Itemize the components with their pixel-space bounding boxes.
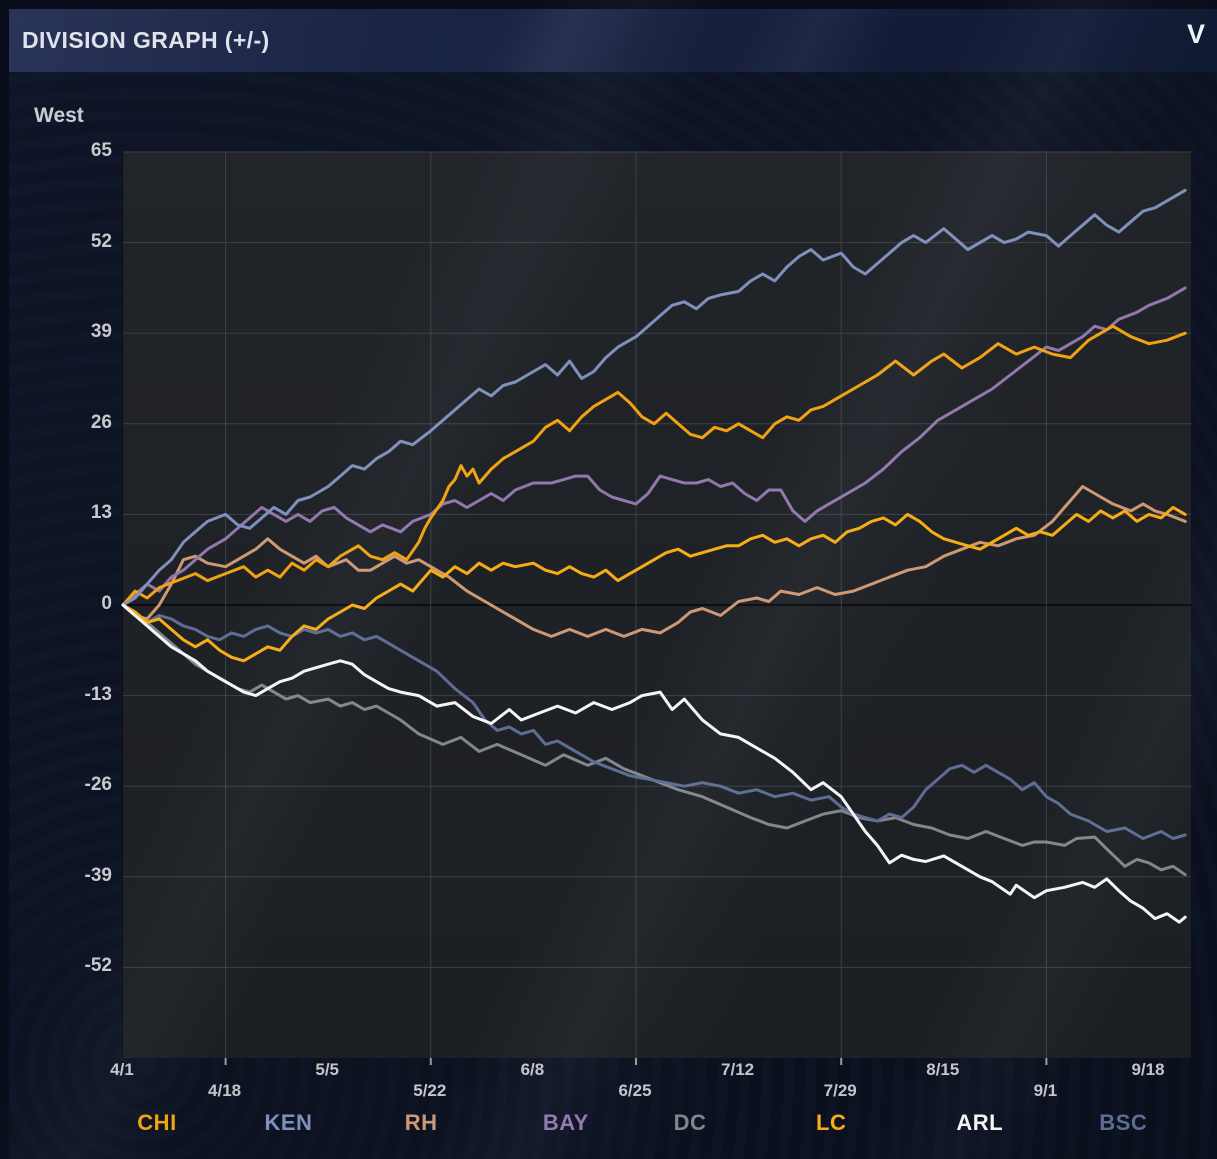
x-tick-label: 4/18 <box>208 1081 242 1100</box>
series-line-KEN <box>121 188 1187 607</box>
y-tick-label: 13 <box>90 502 112 524</box>
legend-item-DC: DC <box>673 1110 707 1135</box>
y-tick-label: -26 <box>84 774 112 796</box>
legend-item-RH: RH <box>404 1110 438 1135</box>
series-line-RH <box>121 485 1187 638</box>
y-tick-label: -52 <box>84 955 112 977</box>
division-line-chart <box>121 151 1191 1065</box>
series-line-LC <box>121 505 1187 663</box>
x-tick-label: 5/5 <box>315 1060 340 1079</box>
legend-item-BSC: BSC <box>1099 1110 1148 1135</box>
x-tick-label: 6/25 <box>618 1081 652 1100</box>
widget-header: DIVISION GRAPH (+/-) V <box>9 9 1217 72</box>
plot-area <box>121 151 1191 1065</box>
chart-title: West <box>34 104 84 127</box>
y-tick-label: 0 <box>101 593 112 614</box>
window-frame-left <box>0 0 9 1159</box>
y-tick-label: -39 <box>84 864 112 886</box>
y-tick-label: 52 <box>90 230 112 252</box>
x-tick-label: 9/1 <box>1033 1081 1058 1100</box>
x-tick-label: 4/1 <box>110 1060 134 1079</box>
x-tick-label: 5/22 <box>413 1081 447 1100</box>
series-line-BSC <box>121 603 1187 840</box>
series-line-CHI <box>121 324 1187 607</box>
y-tick-label: 26 <box>90 411 112 433</box>
widget-title: DIVISION GRAPH (+/-) <box>22 27 270 53</box>
legend-item-ARL: ARL <box>956 1110 1004 1135</box>
x-tick-label: 6/8 <box>520 1060 545 1079</box>
series-line-ARL <box>121 603 1187 924</box>
series-line-BAY <box>121 286 1187 607</box>
legend-item-KEN: KEN <box>264 1110 313 1135</box>
legend-item-BAY: BAY <box>542 1110 589 1135</box>
y-tick-label: -13 <box>84 683 112 705</box>
x-tick-label: 7/12 <box>721 1060 755 1079</box>
legend-item-LC: LC <box>816 1110 847 1135</box>
series-line-DC <box>121 603 1187 877</box>
x-tick-label: 9/18 <box>1131 1060 1165 1079</box>
x-tick-label: 7/29 <box>823 1081 857 1100</box>
y-tick-label: 65 <box>90 140 112 161</box>
collapse-chevron-icon[interactable]: V <box>1186 19 1205 49</box>
window-frame-top <box>0 0 1217 9</box>
x-tick-label: 8/15 <box>926 1060 960 1079</box>
y-tick-label: 39 <box>90 321 112 343</box>
legend-item-CHI: CHI <box>137 1110 177 1135</box>
